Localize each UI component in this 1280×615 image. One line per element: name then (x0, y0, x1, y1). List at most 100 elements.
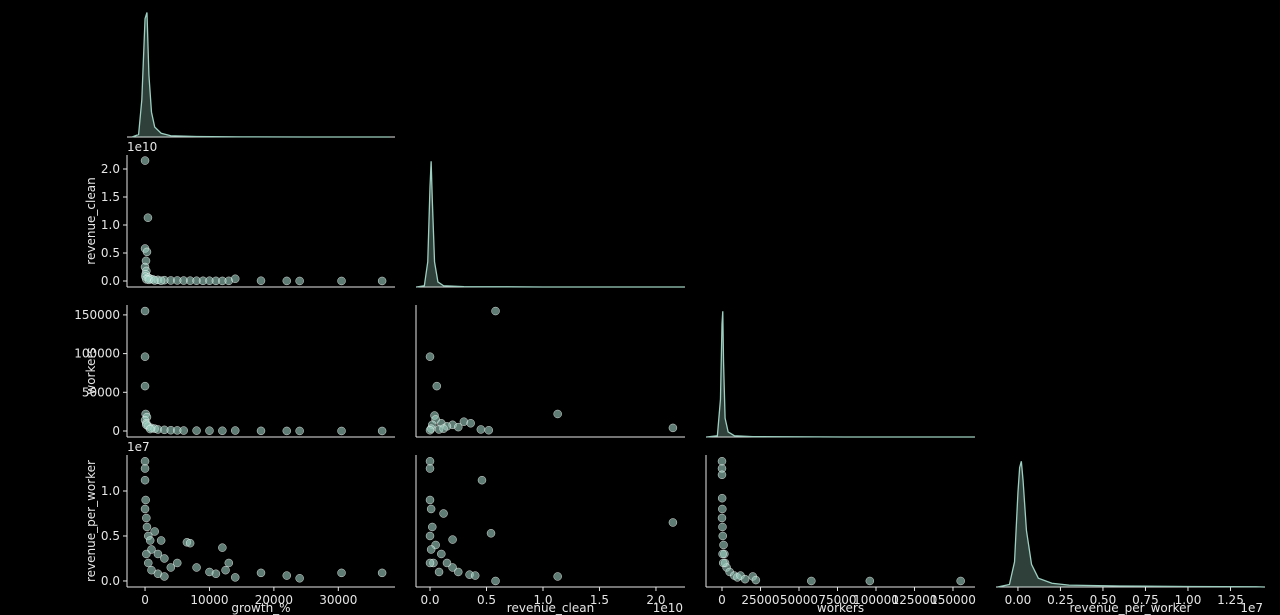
scatter-point (432, 381, 441, 391)
scatter-point (140, 381, 150, 391)
scatter-point (142, 247, 152, 257)
x-tick-label: 50000 (780, 593, 818, 607)
scatter-point (956, 576, 965, 586)
x-tick-label: 2.0 (646, 593, 665, 607)
scatter-point (256, 426, 266, 436)
x-tick-label: 0.50 (1090, 593, 1117, 607)
scatter-point (150, 527, 159, 536)
scatter-point (718, 531, 727, 541)
x-tick-label: 20000 (255, 593, 293, 607)
scatter-point (140, 306, 150, 316)
scatter-point (719, 540, 728, 550)
y-tick-label: 0.5 (101, 246, 120, 260)
scatter-point (807, 576, 816, 586)
scatter-point (143, 213, 153, 222)
x-tick-label: 10000 (190, 593, 228, 607)
scatter-point (218, 543, 227, 552)
y-tick-label: 1.0 (101, 484, 120, 498)
scatter-point (425, 531, 435, 541)
scatter-point (231, 573, 240, 582)
scatter-point (484, 426, 493, 435)
scatter-point (426, 504, 436, 514)
scatter-point (282, 571, 291, 580)
scatter-point (553, 572, 562, 581)
scatter-point (140, 457, 150, 466)
y-offset-label: 1e7 (127, 440, 150, 454)
scatter-point (295, 426, 304, 436)
scatter-point (173, 558, 182, 568)
scatter-point (425, 495, 435, 505)
kde-curve (416, 161, 685, 288)
y-offset-label: 1e10 (127, 140, 157, 154)
scatter-point (439, 424, 448, 433)
scatter-point (156, 536, 166, 545)
scatter-point (865, 576, 875, 586)
x-tick-label: 1.0 (533, 593, 552, 607)
y-axis-label: revenue_per_worker (84, 460, 98, 582)
x-tick-label: 150000 (930, 593, 976, 607)
scatter-point (337, 568, 346, 578)
x-tick-label: 30000 (319, 593, 357, 607)
scatter-point (442, 558, 452, 568)
scatter-point (144, 558, 153, 568)
scatter-point (231, 274, 240, 283)
y-tick-label: 2.0 (101, 162, 120, 176)
x-tick-label: 1.25 (1217, 593, 1244, 607)
y-tick-label: 0.0 (101, 574, 120, 588)
scatter-point (337, 276, 346, 286)
scatter-point (717, 513, 727, 523)
scatter-point (295, 574, 304, 583)
scatter-point (142, 522, 152, 532)
kde-curve (706, 311, 975, 438)
scatter-point (428, 522, 437, 532)
scatter-point (477, 475, 487, 485)
scatter-point (295, 276, 304, 286)
x-offset-label: 1e7 (1240, 601, 1263, 615)
scatter-point (179, 426, 188, 435)
scatter-point (668, 423, 678, 433)
scatter-point (448, 535, 457, 544)
x-tick-label: 0.25 (1047, 593, 1074, 607)
scatter-point (454, 422, 463, 432)
scatter-point (337, 426, 346, 436)
scatter-point (211, 569, 221, 578)
x-tick-label: 0.00 (1005, 593, 1032, 607)
y-tick-label: 1.0 (101, 218, 120, 232)
scatter-point (256, 568, 266, 578)
kde-curve (131, 12, 390, 138)
scatter-point (145, 424, 155, 434)
x-tick-label: 100000 (853, 593, 899, 607)
scatter-point (142, 549, 151, 559)
scatter-point (425, 352, 435, 361)
scatter-point (140, 156, 150, 165)
y-axis-label: workers (84, 347, 98, 394)
scatter-point (437, 549, 446, 559)
panel (415, 305, 685, 438)
scatter-point (205, 426, 214, 435)
y-tick-label: 50000 (82, 385, 120, 399)
scatter-point (718, 522, 727, 532)
scatter-point (377, 276, 387, 286)
scatter-point (719, 558, 728, 568)
scatter-point (717, 493, 727, 503)
scatter-point (156, 276, 166, 285)
x-offset-label: 1e10 (653, 601, 683, 615)
x-tick-label: 0.75 (1132, 593, 1159, 607)
y-tick-label: 0.5 (101, 529, 120, 543)
x-tick-label: 125000 (892, 593, 938, 607)
scatter-point (142, 513, 151, 523)
y-tick-label: 150000 (74, 308, 120, 322)
scatter-point (717, 470, 727, 479)
scatter-point (147, 565, 156, 575)
scatter-point (192, 563, 201, 572)
x-tick-label: 1.5 (590, 593, 609, 607)
scatter-point (192, 426, 201, 435)
x-tick-label: 25000 (741, 593, 779, 607)
x-axis-label: growth_% (231, 601, 290, 615)
x-tick-label: 0.5 (477, 593, 496, 607)
scatter-point (717, 457, 727, 466)
scatter-point (740, 574, 750, 584)
